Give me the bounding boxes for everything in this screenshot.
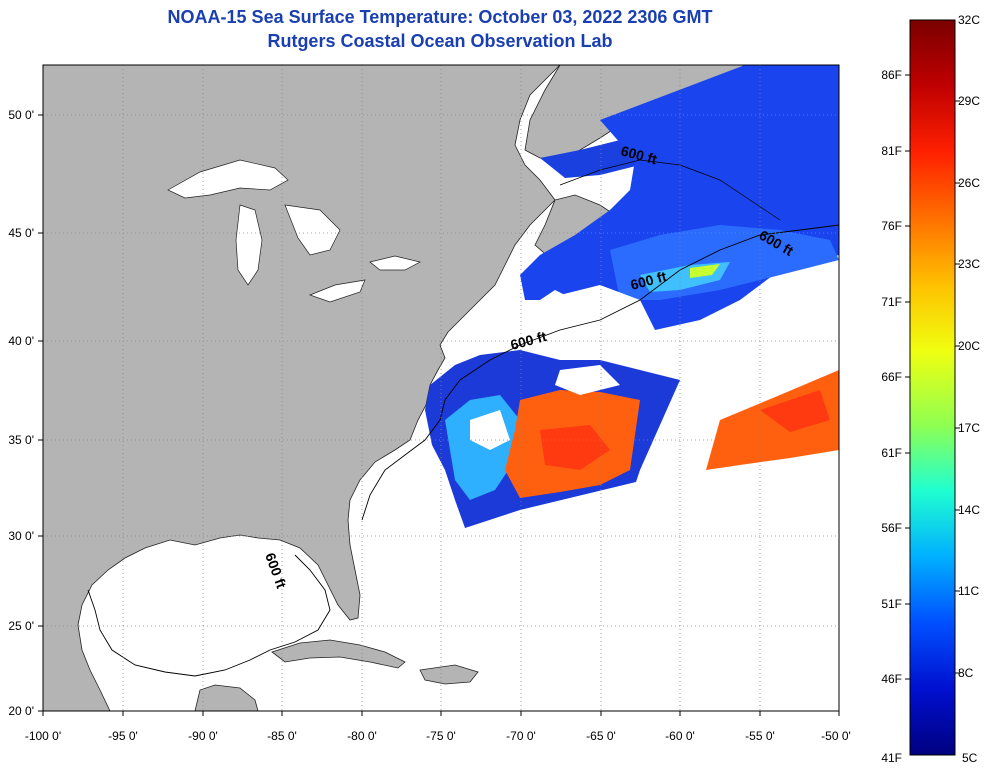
celsius-label: 11C [958, 584, 979, 598]
graticule [43, 65, 839, 711]
lon-axis [42, 711, 840, 716]
land-north-america [43, 65, 561, 711]
colorbar [909, 19, 956, 756]
lake-erie [309, 279, 366, 303]
lon-label: -55 0' [745, 729, 775, 743]
land-yucatan [194, 684, 259, 711]
sst-swath-south [425, 350, 839, 528]
lon-label: -100 0' [25, 729, 61, 743]
depth-contour-atlantic [361, 224, 839, 521]
fahrenheit-label: 51F [881, 597, 902, 611]
celsius-label: 20C [958, 339, 980, 353]
land-hispaniola [419, 664, 479, 685]
land-cuba [271, 639, 406, 669]
lon-label: -65 0' [586, 729, 616, 743]
celsius-label: 26C [958, 176, 980, 190]
fahrenheit-label: 56F [881, 521, 902, 535]
lake-michigan [235, 204, 263, 286]
lon-label: -75 0' [426, 729, 456, 743]
celsius-label: 8C [958, 666, 974, 680]
fahrenheit-label: 81F [881, 144, 902, 158]
lat-label: 40 0' [8, 334, 34, 348]
colorbar-celsius-labels: 32C 29C 26C 23C 20C 17C 14C 11C 8C 5C [958, 13, 980, 765]
colorbar-ticks [905, 74, 960, 680]
fahrenheit-label: 41F [881, 751, 902, 765]
lon-label: -85 0' [267, 729, 297, 743]
lat-labels: 20 0' 25 0' 30 0' 35 0' 40 0' 45 0' 50 0… [8, 108, 34, 718]
fahrenheit-label: 66F [881, 370, 902, 384]
celsius-label: 29C [958, 94, 980, 108]
lat-label: 50 0' [8, 108, 34, 122]
lon-label: -70 0' [506, 729, 536, 743]
lon-label: -90 0' [188, 729, 218, 743]
sst-swath-north [500, 65, 839, 385]
fahrenheit-label: 61F [881, 446, 902, 460]
lake-superior [167, 159, 289, 199]
fahrenheit-label: 86F [881, 68, 902, 82]
map-subtitle: Rutgers Coastal Ocean Observation Lab [267, 31, 613, 51]
lon-label: -80 0' [347, 729, 377, 743]
fahrenheit-label: 71F [881, 295, 902, 309]
celsius-label: 17C [958, 421, 980, 435]
celsius-label: 5C [962, 751, 978, 765]
lon-label: -50 0' [821, 729, 851, 743]
lat-label: 45 0' [8, 226, 34, 240]
lake-ontario [369, 255, 421, 271]
fahrenheit-label: 76F [881, 219, 902, 233]
lon-label: -60 0' [665, 729, 695, 743]
lon-label: -95 0' [108, 729, 138, 743]
colorbar-fahrenheit-labels: 86F 81F 76F 71F 66F 61F 56F 51F 46F 41F [881, 68, 902, 765]
depth-contour-gulf [87, 554, 331, 677]
celsius-label: 23C [958, 257, 980, 271]
lat-label: 30 0' [8, 529, 34, 543]
lat-label: 25 0' [8, 619, 34, 633]
celsius-label: 14C [958, 503, 980, 517]
lon-labels: -100 0' -95 0' -90 0' -85 0' -80 0' -75 … [25, 729, 851, 743]
fahrenheit-label: 46F [881, 672, 902, 686]
lat-axis [38, 114, 43, 712]
celsius-label: 32C [958, 13, 980, 27]
map-title: NOAA-15 Sea Surface Temperature: October… [167, 7, 713, 27]
lat-label: 35 0' [8, 433, 34, 447]
lake-huron [284, 204, 341, 256]
lat-label: 20 0' [8, 704, 34, 718]
